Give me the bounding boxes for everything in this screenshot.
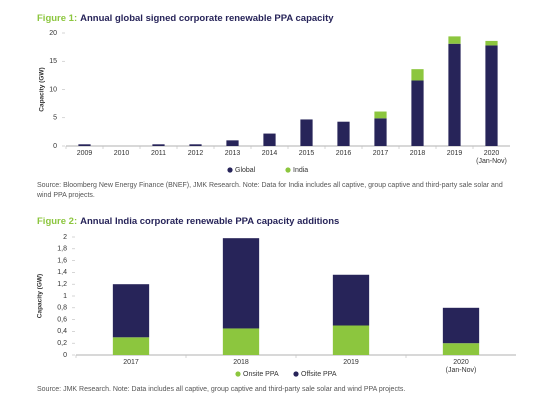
legend-label: Onsite PPA [243, 371, 279, 378]
bar [189, 144, 202, 146]
y-tick-label: 1,4 [57, 269, 67, 276]
legend-swatch [293, 371, 299, 377]
bar [263, 133, 276, 146]
bar [78, 144, 91, 146]
y-tick-label: 15 [49, 58, 57, 65]
y-tick-label: 0,8 [57, 305, 67, 312]
figure-title: Annual India corporate renewable PPA cap… [80, 216, 339, 227]
x-tick-label: 2017 [373, 150, 389, 157]
x-tick-label: 2020 (Jan-Nov) [476, 150, 507, 165]
y-tick-label: 10 [49, 86, 57, 93]
y-tick-label: 20 [49, 30, 57, 37]
y-axis-label: Capacity (GW) [39, 67, 46, 111]
x-tick-label: 2019 [343, 359, 359, 366]
bar [411, 80, 424, 146]
legend-swatch [235, 371, 241, 377]
legend-swatch [285, 167, 291, 173]
bar [112, 284, 150, 338]
x-tick-label: 2018 [233, 359, 249, 366]
x-tick-label: 2010 [114, 150, 130, 157]
bar [485, 45, 498, 146]
legend-label: Offsite PPA [301, 371, 337, 378]
bar [448, 43, 461, 146]
y-tick-label: 0,6 [57, 316, 67, 323]
bar [332, 325, 370, 355]
x-tick-label: 2009 [77, 150, 93, 157]
x-tick-label: 2014 [262, 150, 278, 157]
bar [222, 328, 260, 355]
bar [374, 118, 387, 146]
bar [222, 238, 260, 329]
bar [300, 119, 313, 146]
x-tick-label: 2015 [299, 150, 315, 157]
chart-title: Figure 1: Annual global signed corporate … [37, 13, 334, 24]
legend-label: Global [235, 167, 256, 174]
bar [226, 140, 239, 146]
source-note: Source: JMK Research. Note: Data include… [37, 386, 406, 393]
figure-label: Figure 1: [37, 13, 77, 24]
bar [374, 111, 387, 119]
y-tick-label: 1,6 [57, 257, 67, 264]
bar [411, 69, 424, 81]
bar [332, 274, 370, 326]
y-tick-label: 2 [63, 234, 67, 241]
legend-label: India [293, 167, 308, 174]
x-tick-label: 2013 [225, 150, 241, 157]
bar [442, 307, 480, 344]
bar [442, 343, 480, 355]
y-tick-label: 1 [63, 293, 67, 300]
x-tick-label: 2020 (Jan-Nov) [446, 359, 477, 374]
y-axis-label: Capacity (GW) [37, 274, 44, 318]
bar [485, 40, 498, 46]
x-tick-label: 2016 [336, 150, 352, 157]
legend-swatch [227, 167, 233, 173]
figure-title: Annual global signed corporate renewable… [80, 13, 334, 24]
x-tick-label: 2011 [151, 150, 166, 157]
y-tick-label: 0,2 [57, 340, 67, 347]
y-tick-label: 1,2 [57, 281, 67, 288]
y-tick-label: 5 [53, 115, 57, 122]
x-tick-label: 2019 [447, 150, 463, 157]
x-tick-label: 2012 [188, 150, 204, 157]
bar [337, 121, 350, 146]
chart-title: Figure 2: Annual India corporate renewabl… [37, 216, 339, 227]
bar [152, 144, 165, 146]
x-tick-label: 2018 [410, 150, 426, 157]
figure-label: Figure 2: [37, 216, 77, 227]
y-tick-label: 0 [63, 352, 67, 359]
bar [112, 337, 150, 355]
bar [448, 36, 461, 44]
x-tick-label: 2017 [123, 359, 139, 366]
source-note: Source: Bloomberg New Energy Finance (BN… [37, 182, 503, 199]
y-tick-label: 0 [53, 143, 57, 150]
y-tick-label: 1,8 [57, 246, 67, 253]
y-tick-label: 0,4 [57, 328, 67, 335]
